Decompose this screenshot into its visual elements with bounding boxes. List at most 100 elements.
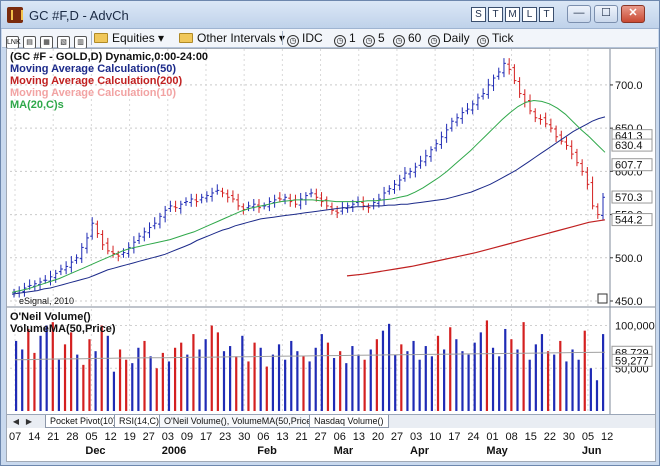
volume-bar bbox=[118, 349, 122, 411]
volume-bar bbox=[589, 368, 592, 411]
date-tick-label: 13 bbox=[276, 431, 289, 443]
ma10-legend[interactable]: Moving Average Calculation(10) bbox=[10, 87, 177, 99]
date-axis: 07 14 21 28 05 12 19 27 03 09 17 23 30 06 13 21 27 06 13 20… bbox=[7, 429, 655, 461]
interval-tick-button[interactable]: ◷ Tick bbox=[477, 30, 514, 47]
folder-icon bbox=[94, 33, 108, 43]
volume-bar bbox=[271, 354, 275, 411]
volume-bar bbox=[149, 356, 152, 411]
interval-60-button[interactable]: ◷ 60 bbox=[393, 30, 421, 47]
volume-bar bbox=[112, 371, 116, 411]
month-label: Dec bbox=[85, 445, 106, 457]
volume-bar bbox=[369, 349, 372, 411]
interval-1-button[interactable]: ◷ 1 bbox=[334, 30, 356, 47]
volume-bar bbox=[131, 363, 134, 411]
volume-bar bbox=[510, 339, 513, 411]
clock-icon: ◷ bbox=[477, 35, 489, 47]
volume-bar bbox=[180, 342, 183, 411]
cursor-mode-button[interactable]: M bbox=[505, 7, 520, 22]
clock-icon: ◷ bbox=[334, 35, 346, 47]
minimize-button[interactable]: — bbox=[567, 5, 591, 23]
volume-bar bbox=[498, 356, 501, 411]
interval-daily-button[interactable]: ◷ Daily bbox=[428, 30, 470, 47]
tab-nasdaq-volume[interactable]: Nasdaq Volume() bbox=[309, 415, 389, 428]
date-tick-label: 03 bbox=[161, 431, 175, 443]
volume-bar bbox=[57, 359, 61, 411]
volume-bar bbox=[602, 334, 605, 411]
volume-bar bbox=[430, 356, 433, 411]
tab-scroll-right-icon[interactable]: ▶ bbox=[25, 417, 33, 426]
properties-icon[interactable]: ▧ bbox=[57, 30, 70, 49]
layout-button[interactable]: L bbox=[522, 7, 537, 22]
volume-bar bbox=[253, 342, 256, 411]
tab-rsi[interactable]: RSI(14,C) bbox=[114, 415, 165, 428]
volume-bar bbox=[485, 320, 489, 411]
other-intervals-menu[interactable]: Other Intervals ▾ bbox=[179, 30, 285, 46]
volume-bar bbox=[125, 359, 128, 411]
volume-bar bbox=[406, 351, 409, 411]
volume-bar bbox=[161, 352, 164, 411]
volume-bar bbox=[259, 347, 262, 411]
link-icon[interactable]: LNK bbox=[6, 30, 21, 49]
chart-area[interactable]: 700.0650.0600.0550.0500.0450.0641.3630.4… bbox=[6, 48, 656, 462]
date-tick-label: 23 bbox=[219, 431, 232, 443]
volume-bar bbox=[595, 380, 599, 411]
volume-bar bbox=[241, 335, 244, 411]
tab-oneil-volume[interactable]: O'Neil Volume(), VolumeMA(50,Price) bbox=[159, 415, 320, 428]
volume-title[interactable]: O'Neil Volume() bbox=[10, 311, 91, 323]
price-volume-chart[interactable]: 700.0650.0600.0550.0500.0450.0641.3630.4… bbox=[7, 49, 655, 414]
ma20-legend[interactable]: MA(20,C)s bbox=[10, 99, 64, 111]
esignal-app-icon bbox=[7, 7, 23, 23]
equities-menu[interactable]: Equities ▾ bbox=[94, 30, 164, 46]
date-tick-label: 19 bbox=[123, 431, 136, 443]
format-icon[interactable]: ▦ bbox=[40, 30, 53, 49]
price-tag-box bbox=[611, 158, 653, 172]
volume-bar bbox=[216, 332, 219, 411]
date-tick-label: 28 bbox=[66, 431, 79, 443]
volume-bar bbox=[412, 340, 415, 411]
date-tick-label: 27 bbox=[142, 431, 155, 443]
tab-scroll-left-icon[interactable]: ◀ bbox=[12, 417, 20, 426]
clock-icon: ◷ bbox=[393, 35, 405, 47]
volume-bar bbox=[455, 339, 458, 411]
month-label: Jun bbox=[581, 445, 602, 457]
volume-bar bbox=[155, 368, 158, 411]
ma50-legend[interactable]: Moving Average Calculation(50) bbox=[10, 63, 177, 75]
volume-bar bbox=[339, 351, 342, 411]
clock-icon: ◷ bbox=[363, 35, 375, 47]
volume-bar bbox=[443, 349, 446, 411]
date-tick-label: 01 bbox=[486, 431, 499, 443]
print-icon[interactable]: ▤ bbox=[23, 30, 36, 49]
text-tool-button[interactable]: T bbox=[539, 7, 554, 22]
insert-icon[interactable]: ▥ bbox=[74, 30, 87, 49]
maximize-button[interactable]: ☐ bbox=[594, 5, 618, 23]
price-pane bbox=[7, 49, 655, 307]
date-tick-label: 27 bbox=[390, 431, 404, 443]
price-tag-text: 630.4 bbox=[615, 140, 643, 152]
window-title: GC #F,D - AdvCh bbox=[29, 8, 129, 23]
title-bar[interactable]: GC #F,D - AdvCh S T M L T — ☐ ✕ bbox=[1, 1, 659, 29]
volume-bar bbox=[357, 354, 360, 411]
ma200-line bbox=[346, 219, 606, 277]
tab-pocket-pivot[interactable]: Pocket Pivot(10) bbox=[45, 415, 122, 428]
date-tick-label: 14 bbox=[28, 431, 41, 443]
volume-bar bbox=[82, 364, 85, 411]
ma200-legend[interactable]: Moving Average Calculation(200) bbox=[10, 75, 183, 87]
volume-bar bbox=[418, 359, 421, 411]
close-button[interactable]: ✕ bbox=[621, 5, 645, 23]
volume-bar bbox=[565, 361, 568, 411]
symbol-link-button[interactable]: S bbox=[471, 7, 486, 22]
volume-bar bbox=[290, 340, 293, 411]
volume-bar bbox=[436, 335, 440, 411]
volume-bar bbox=[70, 332, 73, 411]
interval-5-button[interactable]: ◷ 5 bbox=[363, 30, 385, 47]
date-tick-label: 22 bbox=[543, 431, 556, 443]
volume-bar bbox=[143, 340, 146, 411]
volume-ma-legend[interactable]: VolumeMA(50,Price) bbox=[10, 323, 116, 335]
interval-idc-button[interactable]: ◷ IDC bbox=[287, 30, 323, 47]
month-label: Apr bbox=[410, 445, 429, 457]
date-tick-label: 06 bbox=[257, 431, 270, 443]
scroll-cursor-icon bbox=[597, 293, 608, 304]
volume-bar bbox=[296, 351, 299, 411]
volume-bar bbox=[39, 335, 42, 411]
time-template-button[interactable]: T bbox=[488, 7, 503, 22]
